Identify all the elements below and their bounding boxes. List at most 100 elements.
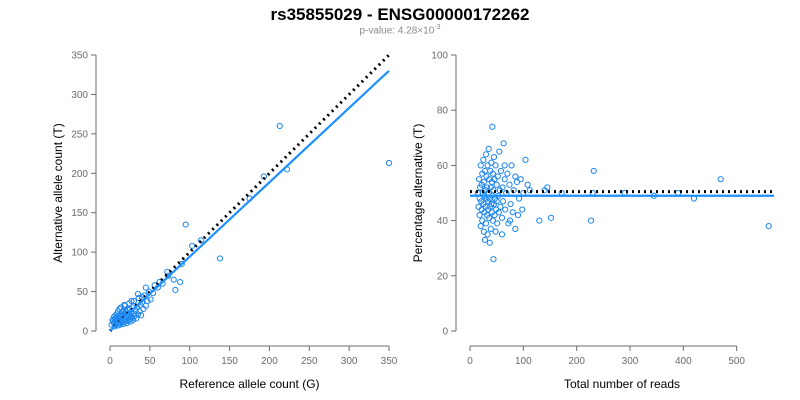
- data-point: [512, 173, 519, 180]
- data-point: [489, 123, 496, 130]
- data-point: [490, 256, 497, 263]
- data-point: [547, 214, 555, 221]
- data-point: [482, 151, 490, 158]
- data-point: [137, 312, 145, 319]
- data-point: [121, 301, 128, 309]
- data-point: [133, 315, 140, 322]
- x-axis-label: Reference allele count (G): [179, 377, 319, 391]
- data-point: [501, 176, 508, 183]
- data-point: [517, 176, 524, 183]
- y-tick-label: 250: [71, 129, 88, 140]
- data-point: [490, 187, 497, 194]
- data-point: [590, 167, 597, 175]
- data-point: [494, 220, 501, 227]
- x-tick-label: 0: [107, 356, 113, 367]
- data-point: [276, 122, 283, 130]
- data-point: [134, 290, 141, 298]
- data-point: [177, 279, 184, 286]
- data-point: [130, 297, 138, 305]
- right-scatter-panel: 0 100 200 300 400 500 0 20 40 60 80 100 Total number…: [411, 51, 774, 391]
- x-tick-label: 200: [261, 356, 278, 367]
- y-tick-label: 40: [437, 216, 449, 227]
- data-point: [485, 145, 492, 152]
- y-axis-label: Alternative allele count (T): [51, 123, 65, 262]
- data-point: [497, 167, 505, 175]
- data-point: [483, 184, 491, 191]
- data-point: [487, 225, 494, 232]
- data-point: [489, 170, 497, 177]
- data-point: [147, 296, 154, 303]
- data-point: [216, 255, 224, 262]
- data-point: [475, 176, 483, 183]
- y-tick-label: 80: [437, 106, 449, 117]
- y-tick-label: 150: [71, 208, 88, 219]
- y-tick-label: 200: [71, 169, 88, 180]
- data-point: [493, 198, 500, 205]
- data-point: [492, 162, 499, 169]
- data-point: [128, 297, 135, 305]
- x-tick-label: 500: [728, 356, 745, 367]
- x-tick-label: 400: [675, 356, 692, 367]
- data-point: [385, 159, 393, 167]
- data-point: [504, 170, 511, 177]
- x-tick-label: 0: [467, 356, 473, 367]
- x-tick-label: 100: [515, 356, 532, 367]
- x-tick-label: 300: [341, 356, 358, 367]
- data-point: [500, 140, 507, 147]
- x-tick-label: 300: [622, 356, 639, 367]
- data-point: [172, 286, 179, 294]
- data-point: [526, 187, 533, 194]
- data-point: [491, 211, 498, 219]
- data-point: [490, 154, 498, 161]
- x-tick-label: 150: [221, 356, 238, 367]
- data-point: [717, 176, 724, 183]
- x-tick-label: 200: [568, 356, 585, 367]
- y-tick-label: 100: [431, 51, 448, 62]
- data-point: [489, 217, 497, 224]
- data-point: [484, 231, 491, 238]
- x-tick-label: 50: [144, 356, 156, 367]
- data-point: [480, 156, 487, 163]
- data-point: [170, 276, 177, 283]
- data-point: [536, 217, 543, 224]
- data-point: [481, 236, 489, 244]
- data-point: [182, 221, 189, 228]
- data-point: [512, 225, 519, 232]
- data-point: [519, 206, 526, 213]
- data-point: [476, 211, 483, 219]
- x-tick-label: 250: [301, 356, 318, 367]
- y-tick-label: 0: [442, 327, 448, 338]
- y-tick-label: 50: [77, 287, 89, 298]
- x-tick-label: 350: [381, 356, 398, 367]
- chart-subtitle: p-value: 4.28×10-3: [0, 24, 800, 36]
- fit-line: [109, 69, 390, 332]
- data-point: [130, 316, 137, 324]
- data-point: [524, 181, 531, 188]
- y-tick-label: 300: [71, 90, 88, 101]
- y-tick-label: 100: [71, 248, 88, 259]
- data-point: [488, 159, 495, 166]
- data-point: [499, 184, 506, 191]
- data-point: [495, 209, 502, 216]
- data-point: [544, 184, 551, 191]
- y-tick-label: 0: [82, 327, 88, 338]
- data-point: [144, 297, 151, 305]
- x-axis-label: Total number of reads: [564, 377, 680, 391]
- data-point: [494, 173, 501, 180]
- data-point: [508, 162, 515, 169]
- data-point: [496, 148, 503, 155]
- data-point: [499, 198, 507, 205]
- data-point: [482, 220, 490, 227]
- data-point: [497, 203, 504, 210]
- data-point: [480, 178, 487, 186]
- data-point: [501, 162, 508, 169]
- data-point: [506, 181, 513, 188]
- data-point: [502, 206, 509, 213]
- data-point: [522, 156, 529, 163]
- data-point: [493, 181, 500, 188]
- data-point: [492, 228, 499, 235]
- y-tick-label: 20: [437, 271, 449, 282]
- data-point: [477, 223, 484, 230]
- data-point: [509, 209, 516, 216]
- x-tick-label: 100: [181, 356, 198, 367]
